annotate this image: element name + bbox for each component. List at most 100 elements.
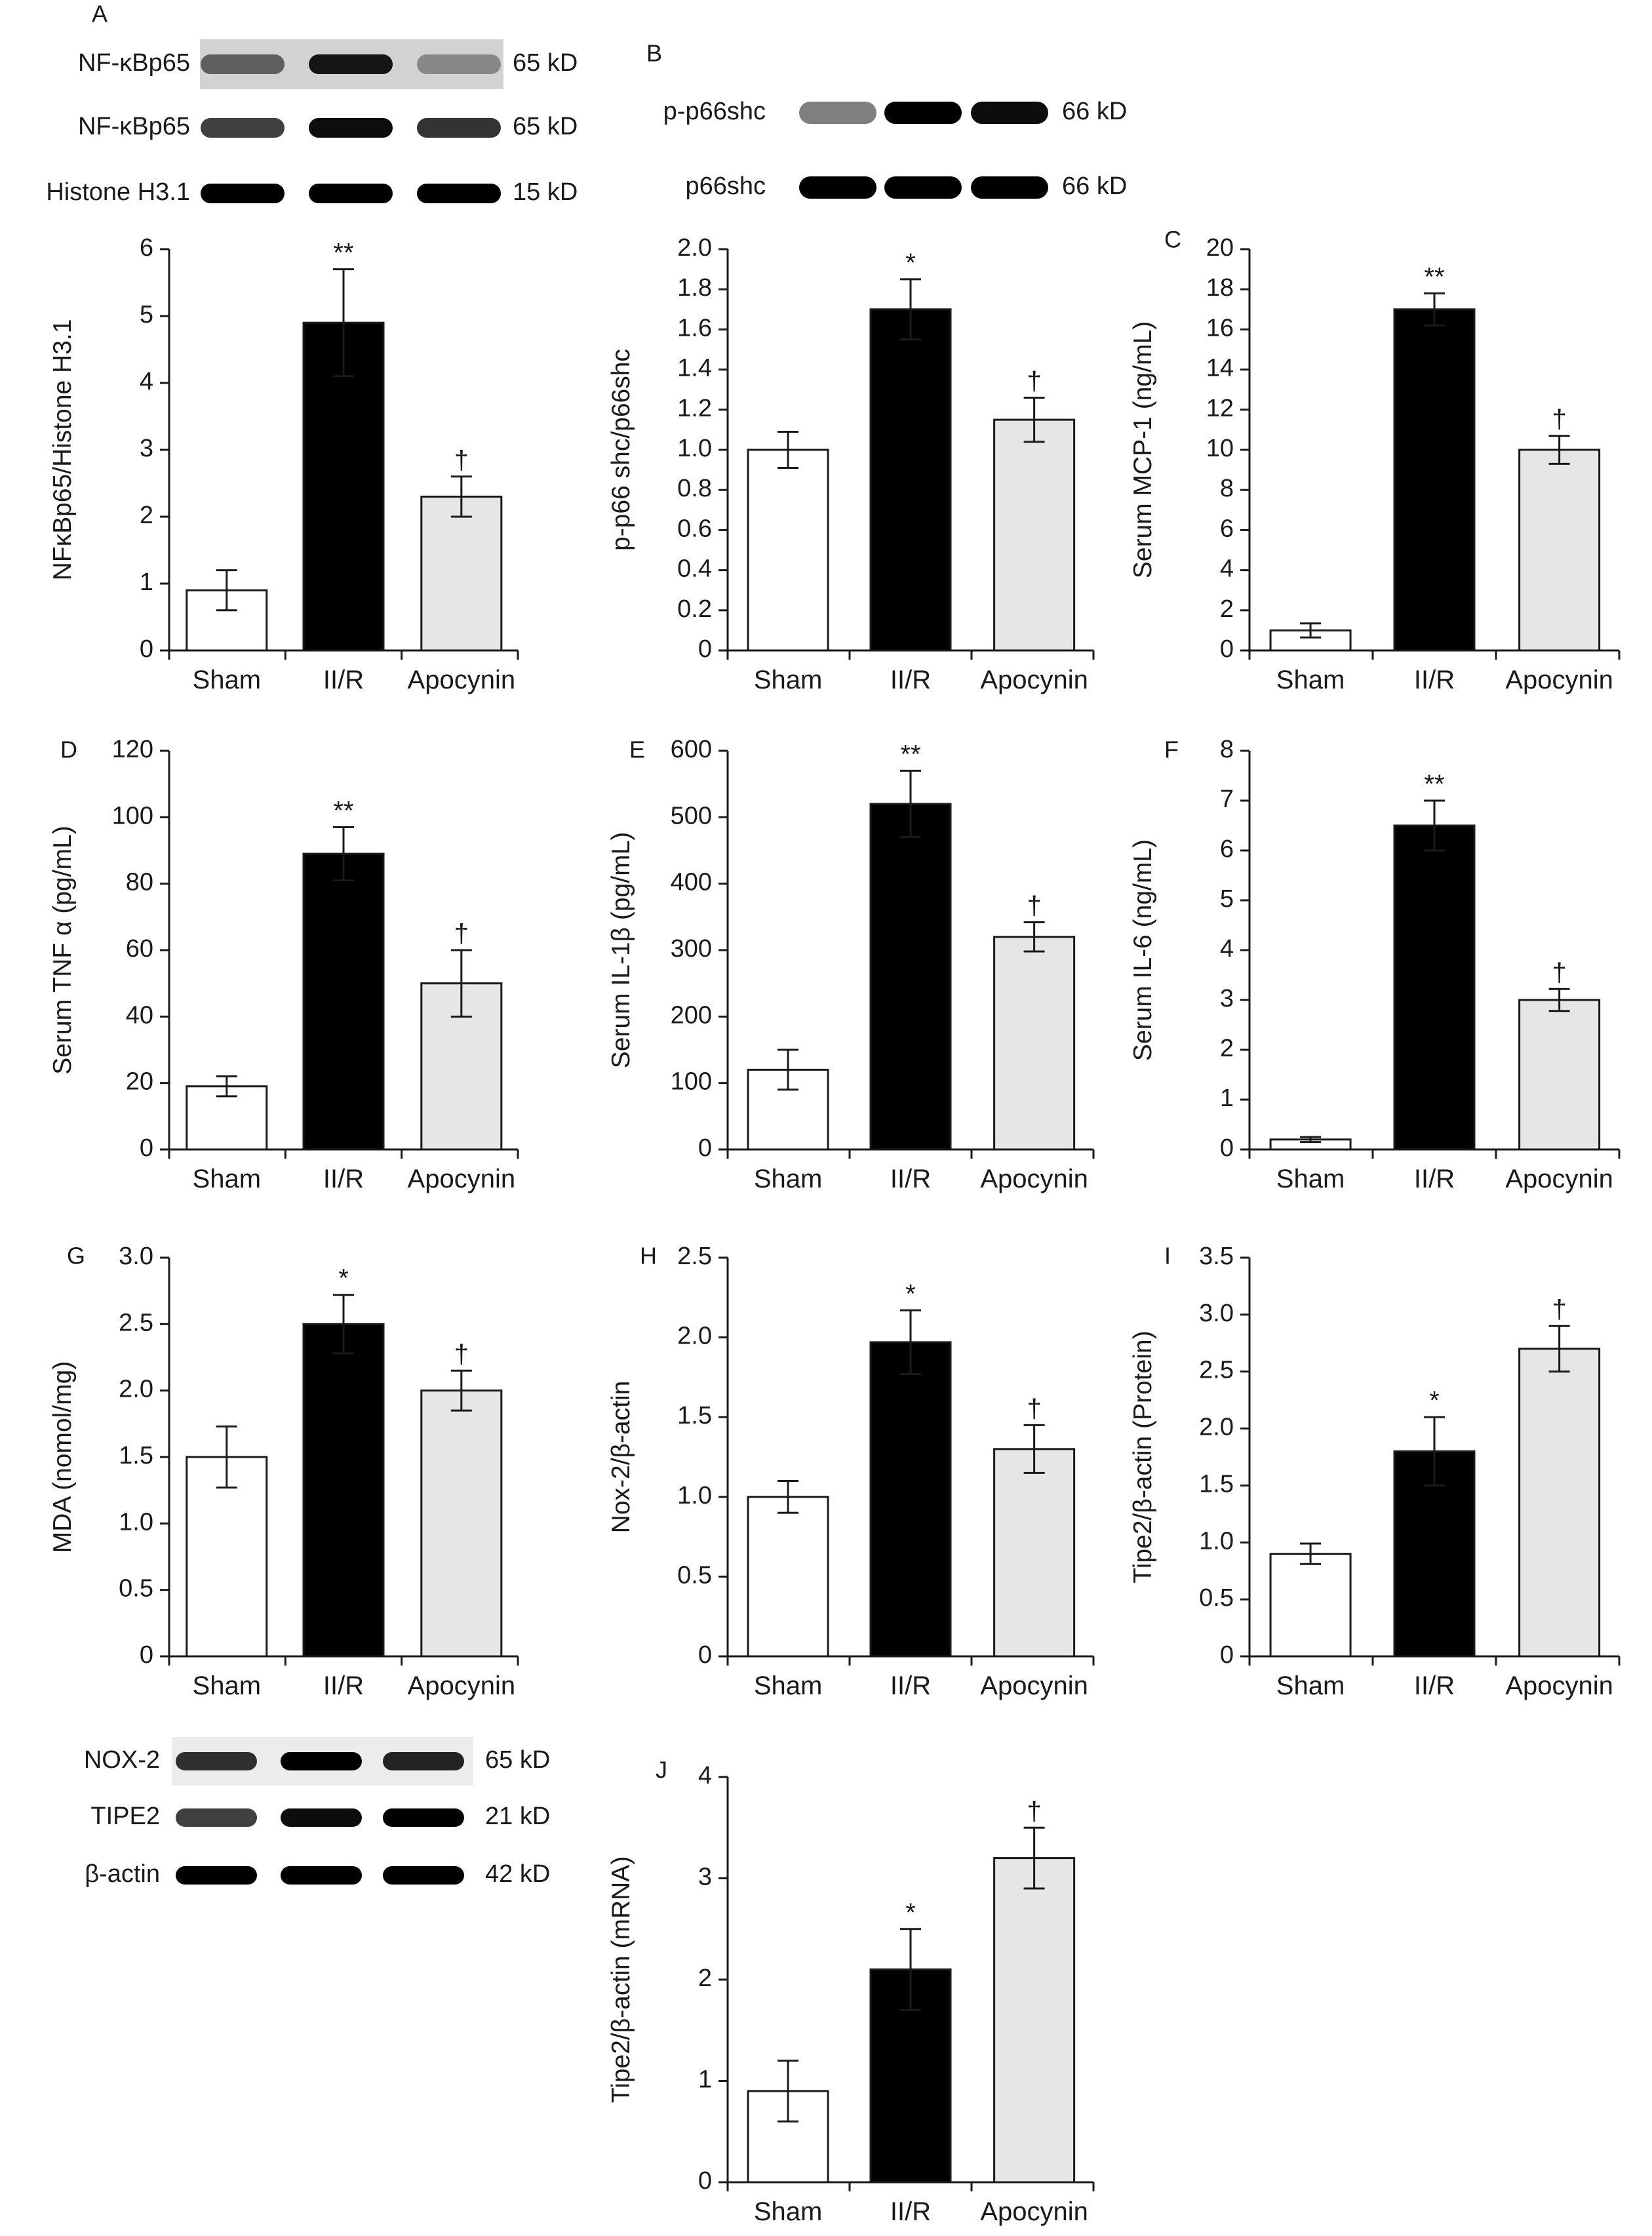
blot-row-label: p-p66shc — [663, 98, 766, 125]
chart-panel-j: J 0 1 2 3 4 Tipe2/β-actin (mRNA) Sham * II/R † Apoc… — [607, 1757, 1095, 2226]
x-category-label: Sham — [754, 1671, 823, 1700]
x-category-label: Apocynin — [1505, 666, 1613, 694]
y-tick-label: 0 — [1220, 1134, 1234, 1162]
y-axis-title: Tipe2/β-actin (Protein) — [1129, 1330, 1157, 1583]
x-category-label: II/R — [1414, 1165, 1455, 1193]
significance-mark: † — [1027, 367, 1041, 395]
blot-band — [383, 1866, 464, 1885]
y-tick-label: 18 — [1206, 274, 1234, 302]
y-axis-title: Tipe2/β-actin (mRNA) — [607, 1856, 635, 2103]
y-tick-label: 0 — [698, 635, 712, 663]
significance-mark: * — [338, 1264, 349, 1293]
panel-letter: E — [629, 736, 645, 763]
chart-panel-i: I 0 0.5 1.0 1.5 2.0 2.5 3.0 3.5 Tipe2/β-actin (Pr… — [1129, 1243, 1621, 1700]
y-tick-label: 2.0 — [1199, 1414, 1234, 1441]
y-tick-label: 1.0 — [119, 1508, 153, 1536]
y-tick-label: 6 — [1220, 835, 1234, 863]
blot-kd-label: 66 kD — [1062, 98, 1127, 125]
y-tick-label: 5 — [140, 301, 153, 329]
blot-kd-label: 65 kD — [485, 1746, 550, 1774]
blot-band — [281, 1866, 362, 1885]
y-tick-label: 7 — [1220, 786, 1234, 813]
y-tick-label: 2.5 — [119, 1309, 153, 1336]
bar-apocynin — [993, 936, 1076, 1151]
y-tick-label: 60 — [126, 935, 153, 963]
y-tick-label: 0.8 — [677, 475, 712, 502]
y-tick-label: 0 — [140, 1134, 153, 1162]
y-tick-label: 1.2 — [677, 395, 712, 422]
x-category-label: Apocynin — [980, 1165, 1088, 1193]
y-tick-label: 12 — [1206, 395, 1234, 422]
x-category-label: Apocynin — [980, 1671, 1088, 1700]
y-tick-label: 1.0 — [1199, 1527, 1234, 1555]
blot-row-label: NOX-2 — [84, 1746, 160, 1774]
y-tick-label: 0 — [698, 1641, 712, 1669]
blot-band — [799, 102, 876, 124]
blot-band — [176, 1808, 257, 1827]
y-tick-label: 10 — [1206, 435, 1234, 462]
y-tick-label: 1.5 — [1199, 1470, 1234, 1498]
significance-mark: † — [1027, 891, 1041, 920]
y-tick-label: 0.5 — [1199, 1584, 1234, 1612]
blot-band — [201, 118, 285, 138]
x-category-label: Apocynin — [980, 2197, 1088, 2226]
blot-band — [201, 54, 285, 74]
chart-panel-b: 0 0.2 0.4 0.6 0.8 1.0 1.2 1.4 1.6 1.8 2.0 p-p66 shc… — [607, 234, 1095, 694]
blot-band — [884, 102, 962, 124]
y-tick-label: 400 — [671, 869, 712, 896]
y-tick-label: 3 — [140, 435, 153, 462]
bar-apocynin — [420, 1389, 503, 1658]
x-category-label: Sham — [754, 2197, 823, 2226]
significance-mark: ** — [333, 239, 353, 268]
x-category-label: Apocynin — [980, 666, 1088, 694]
significance-mark: ** — [1424, 770, 1444, 799]
y-tick-label: 0.2 — [677, 595, 712, 623]
y-tick-label: 1.8 — [677, 274, 712, 302]
bar-iir — [869, 1341, 952, 1658]
y-tick-label: 16 — [1206, 314, 1234, 342]
chart-panel-h: H 0 0.5 1.0 1.5 2.0 2.5 Nox-2/β-actin Sham * II/R †… — [607, 1243, 1095, 1700]
x-category-label: II/R — [323, 666, 364, 694]
y-tick-label: 2.0 — [677, 1323, 712, 1350]
blot-panel-a: A NF-κBp65 65 kD NF-κBp65 65 kD Histone H3.1 1… — [46, 1, 578, 218]
panel-letter: J — [656, 1757, 667, 1784]
x-category-label: II/R — [1414, 666, 1455, 694]
significance-mark: * — [1429, 1386, 1440, 1415]
y-tick-label: 6 — [140, 234, 153, 262]
y-tick-label: 0 — [1220, 1641, 1234, 1669]
x-category-label: Sham — [754, 1165, 823, 1193]
blot-band — [884, 176, 962, 199]
blot-kd-label: 42 kD — [485, 1860, 550, 1888]
x-category-label: Sham — [193, 1671, 262, 1700]
y-tick-label: 1 — [1220, 1085, 1234, 1112]
blot-band — [281, 1808, 362, 1827]
y-tick-label: 6 — [1220, 515, 1234, 542]
y-tick-label: 4 — [1220, 555, 1234, 583]
x-category-label: II/R — [890, 1671, 931, 1700]
bar-iir — [869, 308, 952, 652]
x-category-label: Sham — [193, 1165, 262, 1193]
y-tick-label: 2 — [698, 1965, 712, 1992]
blot-band — [176, 1866, 257, 1885]
y-tick-label: 3.0 — [1199, 1300, 1234, 1327]
y-tick-label: 1.6 — [677, 314, 712, 342]
blot-kd-label: 65 kD — [513, 49, 578, 77]
y-tick-label: 1 — [698, 2066, 712, 2094]
x-category-label: Sham — [754, 666, 823, 694]
y-tick-label: 0 — [1220, 635, 1234, 663]
y-tick-label: 2.0 — [119, 1376, 153, 1403]
y-tick-label: 0 — [698, 1134, 712, 1162]
y-tick-label: 0.4 — [677, 555, 712, 583]
x-category-label: II/R — [890, 2197, 931, 2226]
bar-iir — [869, 803, 952, 1151]
x-category-label: Apocynin — [408, 666, 516, 694]
blot-band — [309, 118, 393, 138]
bar-apocynin — [420, 495, 503, 652]
blot-row-label: p66shc — [685, 172, 766, 200]
significance-mark: ** — [900, 740, 920, 769]
bar-sham — [1269, 1553, 1352, 1658]
x-category-label: Sham — [1276, 1671, 1345, 1700]
y-tick-label: 100 — [112, 802, 153, 829]
